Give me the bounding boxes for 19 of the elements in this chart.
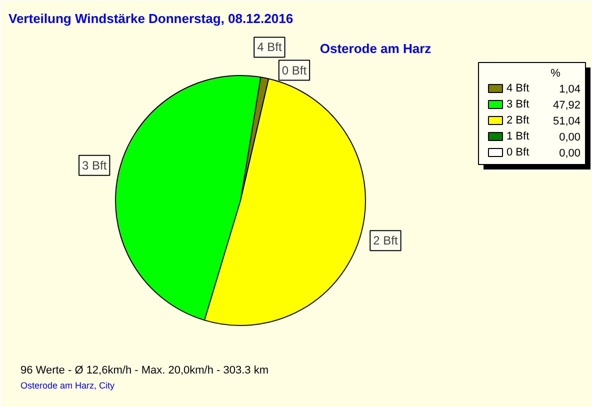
chart-title: Verteilung Windstärke Donnerstag, 08.12.2016 [8, 11, 294, 26]
slice-label: 4 Bft [257, 40, 282, 54]
legend-label: 3 Bft [506, 98, 530, 110]
legend-label: 2 Bft [506, 114, 530, 126]
category-label: 0 Bft [282, 63, 307, 78]
slice-label: 2 Bft [373, 234, 398, 248]
text: 0,00 [559, 132, 581, 144]
data-label: 1,04 [559, 84, 581, 96]
legend-label: 4 Bft [506, 82, 530, 94]
data-label: 51,04 [552, 116, 581, 128]
legend-title: % [550, 68, 561, 80]
text: Osterode am Harz, City [20, 380, 116, 390]
data-label: 47,92 [552, 100, 581, 112]
legend-label: 1 Bft [506, 130, 530, 142]
text: 96 Werte - Ø 12,6km/h - Max. 20,0km/h - 303.3 km [20, 364, 268, 376]
legend-label: 0 Bft [506, 146, 530, 158]
chart-subtitle: Osterode am Harz [320, 41, 432, 56]
slice-label: 3 Bft [82, 158, 108, 172]
text: 0,00 [559, 148, 581, 160]
